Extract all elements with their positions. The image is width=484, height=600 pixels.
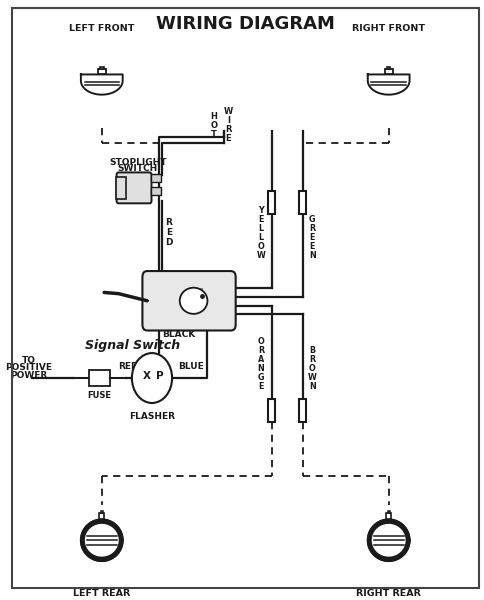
Text: FUSE: FUSE (87, 391, 111, 400)
Text: STOPLIGHT: STOPLIGHT (109, 158, 166, 167)
Bar (386, 67, 390, 70)
Text: TO: TO (22, 356, 36, 365)
Text: G
R
E
E
N: G R E E N (308, 215, 315, 260)
FancyBboxPatch shape (116, 172, 151, 203)
Bar (299, 400, 305, 422)
Text: RED: RED (118, 362, 139, 371)
Bar (386, 514, 390, 520)
Text: Signal Switch: Signal Switch (85, 340, 180, 352)
Bar (89, 370, 110, 386)
Text: B
R
O
W
N: B R O W N (307, 346, 316, 391)
Text: R
E
D: R E D (165, 218, 172, 247)
Polygon shape (85, 524, 118, 556)
Ellipse shape (180, 288, 207, 314)
Text: SWITCH: SWITCH (117, 164, 157, 173)
Bar (100, 511, 103, 514)
Polygon shape (81, 74, 122, 95)
Text: POSITIVE: POSITIVE (6, 363, 52, 372)
Text: POWER: POWER (11, 371, 47, 380)
Bar (384, 70, 392, 74)
Text: FLASHER: FLASHER (129, 412, 175, 421)
Text: X: X (143, 371, 151, 381)
Bar (299, 191, 305, 214)
Text: RIGHT FRONT: RIGHT FRONT (351, 25, 424, 34)
Text: LEFT REAR: LEFT REAR (73, 589, 130, 598)
Polygon shape (372, 524, 404, 556)
Text: ": " (199, 287, 202, 293)
Text: O
R
A
N
G
E: O R A N G E (257, 337, 264, 391)
Text: WIRING DIAGRAM: WIRING DIAGRAM (155, 16, 334, 34)
Text: P: P (155, 371, 163, 381)
Text: H
O
T: H O T (210, 112, 217, 139)
Bar (116, 177, 125, 199)
Bar (99, 514, 104, 520)
Text: W
I
R
E: W I R E (224, 107, 233, 143)
Text: Y
E
L
L
O
W: Y E L L O W (256, 206, 265, 260)
Text: BLUE: BLUE (178, 362, 204, 371)
Text: BLACK: BLACK (161, 331, 195, 340)
Bar (98, 70, 106, 74)
Bar (268, 400, 274, 422)
Polygon shape (81, 520, 122, 561)
Bar (150, 173, 161, 182)
Polygon shape (367, 74, 408, 95)
Text: RIGHT REAR: RIGHT REAR (356, 589, 420, 598)
Bar (268, 191, 274, 214)
Text: LEFT FRONT: LEFT FRONT (69, 25, 134, 34)
Bar (387, 511, 389, 514)
Polygon shape (367, 520, 409, 561)
Bar (150, 187, 161, 195)
Circle shape (132, 353, 172, 403)
FancyBboxPatch shape (142, 271, 235, 331)
Bar (100, 67, 104, 70)
